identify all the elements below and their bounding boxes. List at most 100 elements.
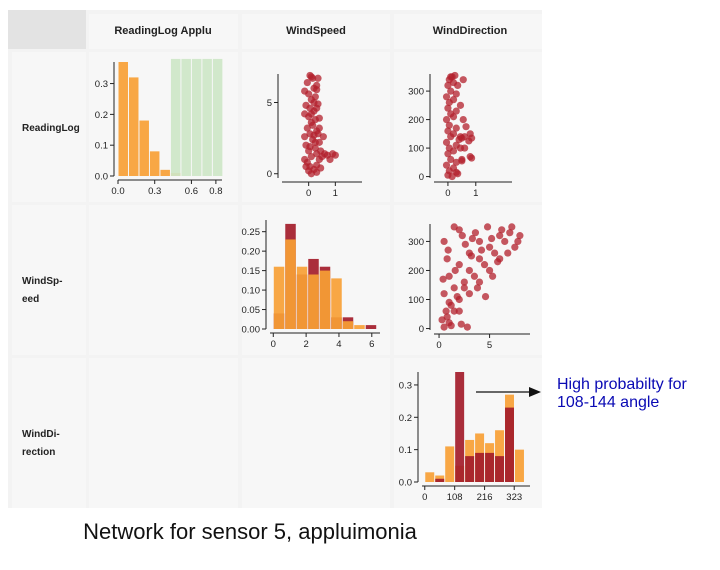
x-tick-label-5-2: 216	[477, 492, 493, 503]
bar-0-s1-4	[212, 58, 223, 177]
bar-3-s1-6	[342, 321, 354, 329]
point-4-33	[447, 322, 455, 330]
point-2-41	[456, 101, 465, 109]
point-4-7	[450, 284, 458, 292]
point-1-16	[303, 78, 311, 87]
point-2-10	[442, 115, 451, 124]
point-2-29	[452, 90, 460, 98]
point-4-55	[445, 298, 453, 307]
point-4-49	[489, 272, 497, 280]
y-tick-label-1-1: 5	[267, 98, 272, 109]
x-tick-label-3-2: 4	[336, 339, 341, 350]
point-2-48	[462, 123, 470, 131]
point-2-22	[449, 113, 458, 121]
row-header-readinglog: ReadingLog	[22, 123, 80, 134]
y-tick-label-0-3: 0.3	[95, 79, 108, 90]
y-tick-label-3-0: 0.00	[242, 325, 261, 336]
point-2-3	[447, 155, 455, 164]
x-tick-label-2-1: 1	[473, 188, 478, 199]
point-4-50	[504, 249, 512, 257]
point-2-47	[461, 144, 469, 152]
y-tick-label-0-1: 0.1	[95, 141, 108, 152]
point-4-36	[467, 252, 475, 260]
row-header-cell-2	[12, 358, 86, 508]
point-4-30	[453, 293, 461, 301]
point-4-51	[514, 237, 522, 246]
bar-0-s1-0	[170, 58, 181, 177]
y-tick-label-4-2: 200	[408, 266, 424, 277]
point-1-39	[319, 133, 327, 141]
point-2-37	[468, 134, 476, 142]
point-2-4	[444, 150, 452, 158]
x-tick-label-4-1: 5	[487, 340, 492, 351]
histogram-readinglog: 0.0 0.3 0.6 0.8 0.0 0.1 0.2 0.3	[95, 58, 223, 197]
point-4-52	[473, 284, 482, 292]
bar-5-s1-6	[485, 452, 495, 482]
point-1-41	[314, 74, 322, 82]
point-2-20	[449, 147, 458, 155]
bar-3-s1-7	[354, 325, 365, 329]
bar-0-s1-1	[181, 58, 191, 177]
row-header-cell-0	[12, 52, 86, 202]
point-4-24	[480, 261, 489, 269]
bar-0-s0-1	[128, 77, 139, 176]
point-2-8	[444, 127, 452, 135]
bar-0-s0-4	[160, 169, 170, 176]
y-tick-label-0-0: 0.0	[95, 172, 108, 183]
x-tick-label-0-2: 0.6	[185, 186, 198, 197]
point-1-32	[315, 138, 323, 146]
y-tick-label-4-0: 0	[419, 324, 424, 335]
point-2-27	[452, 124, 460, 132]
column-header-cell-2	[394, 14, 542, 49]
point-1-28	[301, 110, 309, 118]
point-4-48	[494, 258, 502, 266]
bar-3-s1-0	[273, 266, 285, 329]
point-4-58	[458, 232, 466, 240]
point-1-37	[331, 151, 339, 159]
row-header-winddirection-line2: rection	[22, 447, 55, 458]
column-header-readinglog: ReadingLog Applu	[114, 25, 211, 37]
y-tick-label-3-2: 0.10	[242, 286, 261, 297]
point-1-3	[307, 153, 315, 161]
point-2-49	[459, 76, 467, 84]
point-4-25	[485, 266, 494, 275]
point-4-54	[455, 307, 463, 315]
point-4-0	[440, 323, 448, 331]
row-header-windspeed-line2: eed	[22, 294, 39, 305]
y-tick-label-5-2: 0.2	[399, 413, 412, 424]
point-2-21	[449, 130, 458, 138]
point-4-10	[465, 266, 473, 275]
point-4-47	[483, 223, 492, 231]
cell-1-0	[89, 205, 238, 355]
bar-3-s1-2	[296, 266, 308, 329]
point-4-34	[457, 320, 465, 328]
point-4-28	[460, 284, 468, 292]
point-2-42	[459, 115, 467, 124]
bar-3-s1-4	[319, 270, 331, 329]
point-4-14	[485, 243, 494, 251]
y-tick-label-5-1: 0.1	[399, 445, 412, 456]
bar-5-s0-0	[425, 472, 435, 482]
point-1-51	[310, 98, 318, 107]
point-2-2	[442, 161, 451, 169]
point-4-59	[468, 234, 476, 243]
scatter-readinglog-windspeed: 0 1 0 5	[267, 71, 362, 199]
annotation-arrow-head	[529, 387, 541, 397]
x-tick-label-1-0: 0	[306, 188, 311, 199]
point-4-8	[460, 278, 468, 286]
point-4-12	[475, 255, 484, 263]
point-1-38	[326, 155, 334, 164]
point-2-16	[444, 81, 452, 89]
histogram-windspeed: 0 2 4 6 0.00 0.05 0.10 0.15 0.20 0.25	[242, 220, 380, 350]
x-tick-label-2-0: 0	[445, 188, 450, 199]
point-1-57	[310, 131, 318, 139]
point-1-52	[306, 104, 314, 112]
row-header-cell-1	[12, 205, 86, 355]
bar-0-s0-0	[118, 62, 128, 176]
point-4-11	[455, 261, 463, 269]
point-4-19	[516, 232, 524, 240]
row-header-winddirection-line1: WindDi-	[22, 429, 60, 440]
point-2-50	[458, 157, 466, 165]
x-tick-label-0-1: 0.3	[148, 186, 161, 197]
bar-5-s1-8	[505, 407, 514, 482]
